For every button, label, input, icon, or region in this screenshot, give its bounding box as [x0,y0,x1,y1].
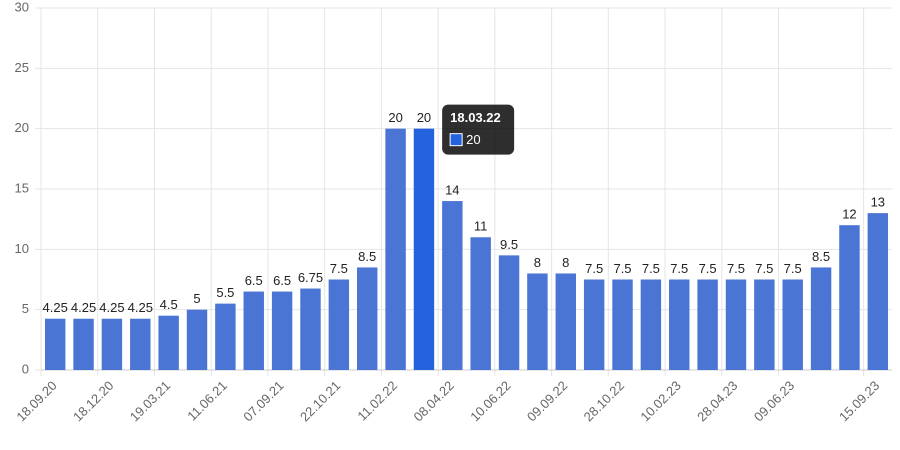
bar [782,279,803,370]
value-label: 8 [534,255,541,270]
bar [357,267,378,370]
bar [158,315,179,370]
value-label: 11 [474,219,488,234]
bar [555,273,576,370]
bar [527,273,548,370]
value-label: 4.25 [128,300,153,315]
bar [697,279,718,370]
value-label: 8 [562,255,569,270]
bar [498,255,520,370]
bar [44,318,66,370]
value-label: 4.25 [71,300,96,315]
value-label: 7.5 [585,261,603,276]
tooltip: 18.03.22 20 [442,104,515,155]
bar [810,267,832,370]
value-label: 20 [388,110,402,125]
y-tick-label: 10 [15,241,29,256]
x-tick-label: 11.02.22 [354,378,400,424]
value-label: 6.5 [273,273,291,288]
bar [470,237,491,370]
bar [215,303,236,370]
bar [867,213,889,370]
x-tick-label: 18.12.20 [70,378,116,424]
x-tick-label: 10.02.23 [637,378,683,424]
bar [385,128,406,370]
value-label: 14 [445,183,459,198]
value-label: 7.5 [642,261,660,276]
bar [73,318,94,370]
value-label: 8.5 [358,249,376,264]
x-tick-label: 19.03.21 [127,378,173,424]
tooltip-title: 18.03.22 [450,110,501,125]
y-tick-label: 5 [22,301,29,316]
bar [413,128,435,370]
tooltip-value: 20 [466,132,480,147]
bar [328,279,350,370]
x-tick-label: 22.10.21 [297,378,343,424]
tooltip-swatch [449,133,463,147]
bar [754,279,775,370]
x-tick-label: 28.04.23 [694,378,740,424]
bar [186,309,208,370]
bar [300,288,321,370]
bar [583,279,605,370]
x-tick-label: 09.09.22 [524,378,570,424]
y-tick-label: 25 [15,60,29,75]
value-label: 7.5 [613,261,631,276]
x-tick-label: 09.06.23 [751,378,797,424]
x-tick-label: 28.10.22 [581,378,627,424]
value-label: 4.5 [160,297,178,312]
y-tick-label: 15 [15,180,29,195]
value-label: 7.5 [727,261,745,276]
x-tick-label: 15.09.23 [836,378,882,424]
y-tick-label: 20 [15,120,29,135]
y-tick-label: 30 [15,0,29,14]
value-label: 7.5 [784,261,802,276]
bar [101,318,123,370]
value-label: 4.25 [99,300,124,315]
value-label: 7.5 [670,261,688,276]
bar [130,318,151,370]
value-label: 9.5 [500,237,518,252]
value-label: 13 [871,195,885,210]
bar [442,201,463,370]
x-tick-label: 08.04.22 [410,378,456,424]
value-label: 5.5 [216,285,234,300]
value-label: 6.5 [245,273,263,288]
value-label: 8.5 [812,249,830,264]
value-label: 6.75 [298,270,323,285]
value-label: 7.5 [755,261,773,276]
bar [839,225,860,370]
y-tick-label: 0 [22,361,29,376]
bar [612,279,633,370]
value-label: 12 [842,207,856,222]
value-label: 4.25 [43,300,68,315]
bar [669,279,690,370]
x-tick-label: 10.06.22 [467,378,513,424]
value-label: 20 [417,110,431,125]
x-tick-label: 07.09.21 [240,378,286,424]
value-label: 7.5 [330,261,348,276]
bar [243,291,264,370]
x-tick-label: 18.09.20 [13,378,59,424]
bar [271,291,293,370]
value-label: 5 [193,291,200,306]
bar [725,279,747,370]
x-tick-label: 11.06.21 [184,378,230,424]
bar [640,279,662,370]
value-label: 7.5 [699,261,717,276]
